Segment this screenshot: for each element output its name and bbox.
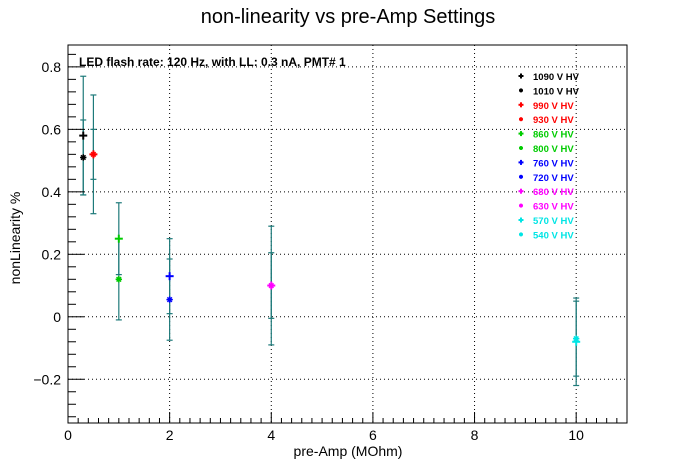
x-tick-label: 8 [471,427,479,443]
legend-item: 990 V HV [518,101,574,112]
x-tick-label: 0 [64,427,72,443]
legend-marker [518,188,524,194]
y-tick-label: 0.2 [42,246,62,262]
legend-label: 680 V HV [533,187,574,198]
legend-item: 760 V HV [518,158,574,169]
data-point [572,335,580,342]
legend-label: 930 V HV [533,115,574,126]
legend-label: 800 V HV [533,144,574,155]
data-point [268,282,275,289]
legend-marker [518,73,524,79]
legend-item: 800 V HV [519,144,574,155]
legend-marker [519,88,523,93]
y-tick-label: 0.8 [42,59,62,75]
data-point [80,154,87,161]
legend-marker [519,174,523,179]
legend-item: 680 V HV [518,187,574,198]
axis-ticks: 0 2 4 6 8 10 −0.2 0 0.2 0.4 0.6 0.8 [33,53,628,443]
y-axis-label: nonLinearity % [7,192,23,285]
plot-frame [67,44,628,424]
x-tick-label: 10 [568,427,584,443]
chart-title: non-linearity vs pre-Amp Settings [201,6,496,28]
data-point [165,272,174,281]
legend-label: 570 V HV [533,216,574,227]
legend-marker [519,203,523,208]
legend-label: 630 V HV [533,202,574,213]
legend-marker [518,131,524,137]
legend-label: 760 V HV [533,158,574,169]
legend-label: 720 V HV [533,173,574,184]
y-tick-label: −0.2 [33,371,61,387]
y-tick-label: 0 [53,309,61,325]
legend-item: 540 V HV [519,230,574,241]
legend-label: 860 V HV [533,130,574,141]
x-tick-label: 4 [267,427,275,443]
data-point [90,151,97,158]
data-point [115,276,123,283]
x-axis-label: pre-Amp (MOhm) [294,443,403,459]
legend-item: 860 V HV [518,130,574,141]
legend: 1090 V HV 1010 V HV 990 V HV 930 V HV 860 V … [518,72,580,241]
data-point [79,131,88,140]
legend-marker [519,146,523,150]
legend-item: 930 V HV [519,115,574,126]
data-point [114,234,123,243]
legend-marker [519,232,523,237]
y-tick-label: 0.6 [42,121,62,137]
error-bars [80,75,580,387]
x-tick-label: 2 [166,427,174,443]
data-markers [79,131,581,346]
data-point [166,296,173,303]
legend-marker [518,217,524,223]
legend-item: 720 V HV [519,173,574,184]
legend-item: 630 V HV [519,202,574,213]
legend-item: 1090 V HV [518,72,580,83]
chart-subtitle: LED flash rate: 120 Hz, with LL: 0.3 nA,… [79,55,346,69]
legend-label: 540 V HV [533,230,574,241]
legend-item: 570 V HV [518,216,574,227]
legend-marker [519,117,523,122]
y-tick-label: 0.4 [42,184,62,200]
legend-item: 1010 V HV [519,86,580,97]
legend-marker [518,159,524,165]
legend-marker [518,102,524,108]
x-tick-label: 6 [369,427,377,443]
legend-label: 990 V HV [533,101,574,112]
legend-label: 1090 V HV [533,72,580,83]
legend-label: 1010 V HV [533,86,580,97]
